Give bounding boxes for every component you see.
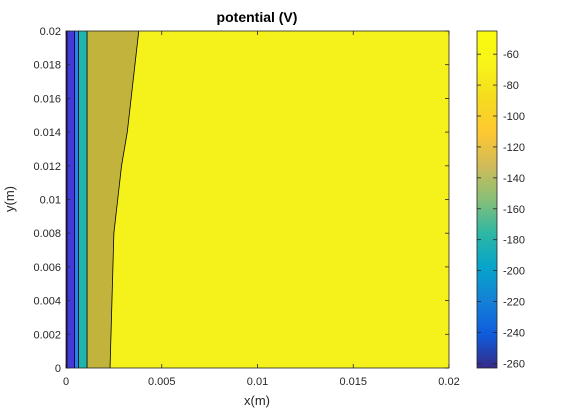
colorbar-gradient	[477, 31, 497, 368]
colorbar-tick-label: -180	[503, 235, 525, 247]
colorbar-tick-label: -100	[503, 111, 525, 123]
x-tick-label: 0.02	[438, 376, 459, 388]
y-tick-label: 0.02	[40, 26, 61, 38]
y-tick-label: 0.012	[33, 161, 61, 173]
colorbar-tick-label: -240	[503, 327, 525, 339]
x-tick-label: 0.005	[148, 376, 176, 388]
contour-region-3	[66, 31, 75, 368]
plot-area: 0 0.005 0.01 0.015 0.02 0 0.002 0.004 0.006 0.00…	[33, 26, 459, 388]
y-tick-label: 0.006	[33, 262, 61, 274]
colorbar-tick-label: -260	[503, 358, 525, 370]
y-tick-label: 0	[55, 363, 61, 375]
colorbar-tick-label: -120	[503, 142, 525, 154]
x-tick-label: 0.015	[339, 376, 367, 388]
y-tick-label: 0.004	[33, 296, 61, 308]
y-axis-label: y(m)	[2, 186, 17, 212]
y-tick-label: 0.016	[33, 93, 61, 105]
chart-title: potential (V)	[217, 9, 298, 25]
x-tick-label: 0	[63, 376, 69, 388]
colorbar-tick-label: -140	[503, 173, 525, 185]
colorbar-tick-label: -80	[503, 80, 519, 92]
colorbar-tick-label: -60	[503, 49, 519, 61]
colorbar-tick-label: -160	[503, 204, 525, 216]
x-axis-label: x(m)	[244, 393, 270, 408]
y-tick-label: 0.014	[33, 127, 61, 139]
y-tick-label: 0.018	[33, 60, 61, 72]
colorbar-tick-label: -200	[503, 266, 525, 278]
colorbar: -60 -80 -100 -120 -140 -160 -180 -200 -220 -240 -2…	[476, 30, 525, 370]
y-tick-label: 0.01	[40, 195, 61, 207]
y-tick-label: 0.008	[33, 228, 61, 240]
y-tick-label: 0.002	[33, 329, 61, 341]
contour-line-0	[109, 31, 140, 368]
colorbar-frame	[476, 30, 498, 369]
x-tick-label: 0.01	[247, 376, 268, 388]
colorbar-tick-label: -220	[503, 297, 525, 309]
